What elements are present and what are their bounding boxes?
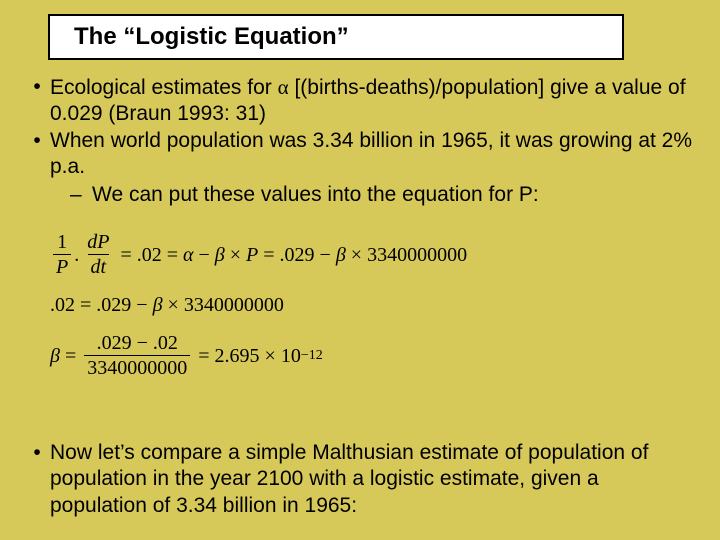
frac-den: P <box>53 254 71 277</box>
beta-var: β <box>336 245 346 265</box>
frac-den: 3340000000 <box>84 355 190 378</box>
bullet-item: • Ecological estimates for α [(births-de… <box>24 74 696 128</box>
minus: − <box>131 295 152 315</box>
equals: = <box>115 245 136 265</box>
equals: = <box>258 245 279 265</box>
beta-var: β <box>215 245 225 265</box>
times: × <box>260 346 281 366</box>
equals: = <box>60 346 81 366</box>
equation-line-1: 1 P . dP dt = .02 = α − β × P = .029 − β… <box>50 232 550 277</box>
value: 3340000000 <box>184 295 284 315</box>
bullet-item: • When world population was 3.34 billion… <box>24 128 696 181</box>
bullet1-pre: Ecological estimates for <box>50 76 278 99</box>
frac-num: 1 <box>54 232 70 254</box>
body-content-lower: • Now let’s compare a simple Malthusian … <box>24 440 696 519</box>
value: 2.695 <box>215 346 260 366</box>
exponent: −12 <box>301 349 323 363</box>
frac-den: dt <box>88 254 110 277</box>
beta-var: β <box>153 295 163 315</box>
equals: = <box>162 245 183 265</box>
value: .02 <box>137 245 162 265</box>
value: .029 <box>96 295 131 315</box>
minus: − <box>315 245 336 265</box>
equation-line-2: .02 = .029 − β × 3340000000 <box>50 295 550 315</box>
equals: = <box>75 295 96 315</box>
sub-bullet-item: – We can put these values into the equat… <box>24 182 696 208</box>
value: 3340000000 <box>367 245 467 265</box>
title-box: The “Logistic Equation” <box>48 14 624 60</box>
beta-var: β <box>50 346 60 366</box>
times: × <box>346 245 367 265</box>
times: × <box>225 245 246 265</box>
p-var: P <box>246 245 258 265</box>
equals: = <box>193 346 214 366</box>
frac-num: .029 − .02 <box>94 333 181 355</box>
value: .02 <box>50 295 75 315</box>
bullet-marker: • <box>24 74 50 128</box>
alpha-symbol: α <box>278 75 289 99</box>
times: × <box>163 295 184 315</box>
frac-num: dP <box>84 232 112 254</box>
bullet-text: Ecological estimates for α [(births-deat… <box>50 74 696 128</box>
bullet-text: When world population was 3.34 billion i… <box>50 128 696 181</box>
bullet-marker: • <box>24 440 50 519</box>
bullet-text: Now let’s compare a simple Malthusian es… <box>50 440 696 519</box>
equation-line-3: β = .029 − .02 3340000000 = 2.695 × 10−1… <box>50 333 550 378</box>
slide-title: The “Logistic Equation” <box>74 23 349 51</box>
bullet-marker: • <box>24 128 50 181</box>
body-content: • Ecological estimates for α [(births-de… <box>24 74 696 208</box>
minus: − <box>194 245 215 265</box>
sub-bullet-marker: – <box>70 182 92 208</box>
fraction: dP dt <box>84 232 112 277</box>
equation-block: 1 P . dP dt = .02 = α − β × P = .029 − β… <box>50 232 550 396</box>
alpha-var: α <box>183 245 194 265</box>
ten-base: 10 <box>281 346 301 366</box>
sub-bullet-text: We can put these values into the equatio… <box>92 182 696 208</box>
value: .029 <box>280 245 315 265</box>
dot-sep: . <box>74 245 81 265</box>
fraction: 1 P <box>53 232 71 277</box>
bullet-item: • Now let’s compare a simple Malthusian … <box>24 440 696 519</box>
fraction: .029 − .02 3340000000 <box>84 333 190 378</box>
